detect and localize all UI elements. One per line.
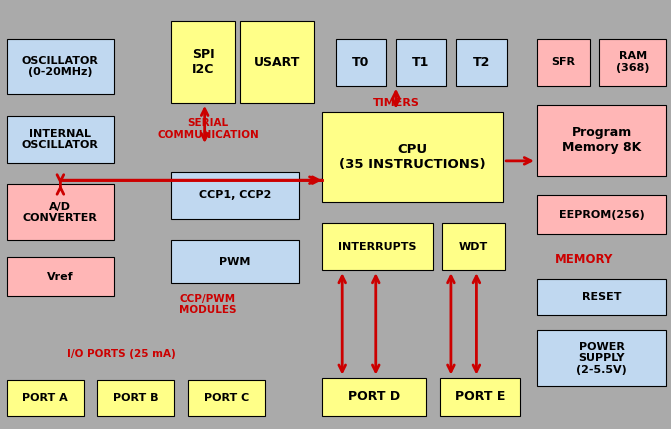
Text: PWM: PWM xyxy=(219,257,250,267)
FancyBboxPatch shape xyxy=(240,21,314,103)
FancyBboxPatch shape xyxy=(537,195,666,234)
FancyBboxPatch shape xyxy=(336,39,386,86)
Text: T2: T2 xyxy=(473,56,490,69)
Text: SFR: SFR xyxy=(552,57,576,67)
FancyBboxPatch shape xyxy=(7,257,114,296)
FancyBboxPatch shape xyxy=(456,39,507,86)
FancyBboxPatch shape xyxy=(171,240,299,283)
Text: INTERNAL
OSCILLATOR: INTERNAL OSCILLATOR xyxy=(22,129,99,150)
Text: OSCILLATOR
(0-20MHz): OSCILLATOR (0-20MHz) xyxy=(22,56,99,77)
FancyBboxPatch shape xyxy=(7,380,84,416)
Text: EEPROM(256): EEPROM(256) xyxy=(559,209,644,220)
FancyBboxPatch shape xyxy=(537,39,590,86)
Text: Vref: Vref xyxy=(47,272,74,282)
FancyBboxPatch shape xyxy=(171,172,299,219)
FancyBboxPatch shape xyxy=(440,378,520,416)
FancyBboxPatch shape xyxy=(171,21,235,103)
FancyBboxPatch shape xyxy=(322,112,503,202)
Text: A/D
CONVERTER: A/D CONVERTER xyxy=(23,202,98,223)
FancyBboxPatch shape xyxy=(97,380,174,416)
FancyBboxPatch shape xyxy=(322,378,426,416)
Text: I/O PORTS (25 mA): I/O PORTS (25 mA) xyxy=(67,349,176,359)
FancyBboxPatch shape xyxy=(188,380,265,416)
Text: CCP1, CCP2: CCP1, CCP2 xyxy=(199,190,271,200)
FancyBboxPatch shape xyxy=(442,223,505,270)
FancyBboxPatch shape xyxy=(7,184,114,240)
Text: WDT: WDT xyxy=(459,242,488,252)
FancyBboxPatch shape xyxy=(396,39,446,86)
Text: T1: T1 xyxy=(413,56,429,69)
Text: T0: T0 xyxy=(352,56,369,69)
Text: Program
Memory 8K: Program Memory 8K xyxy=(562,127,641,154)
FancyBboxPatch shape xyxy=(7,116,114,163)
FancyBboxPatch shape xyxy=(7,39,114,94)
FancyBboxPatch shape xyxy=(537,105,666,176)
Text: INTERRUPTS: INTERRUPTS xyxy=(338,242,417,252)
Text: PORT A: PORT A xyxy=(22,393,68,403)
FancyBboxPatch shape xyxy=(537,279,666,315)
Text: POWER
SUPPLY
(2-5.5V): POWER SUPPLY (2-5.5V) xyxy=(576,341,627,375)
FancyBboxPatch shape xyxy=(322,223,433,270)
Text: TIMERS: TIMERS xyxy=(372,98,419,108)
Text: CPU
(35 INSTRUCTIONS): CPU (35 INSTRUCTIONS) xyxy=(340,142,486,171)
Text: RESET: RESET xyxy=(582,292,621,302)
Text: RAM
(368): RAM (368) xyxy=(616,51,650,73)
Text: PORT E: PORT E xyxy=(454,390,505,403)
FancyBboxPatch shape xyxy=(537,330,666,386)
FancyBboxPatch shape xyxy=(599,39,666,86)
Text: PORT D: PORT D xyxy=(348,390,400,403)
Text: PORT C: PORT C xyxy=(204,393,249,403)
Text: CCP/PWM
MODULES: CCP/PWM MODULES xyxy=(179,294,237,315)
Text: MEMORY: MEMORY xyxy=(555,253,613,266)
Text: SPI
I2C: SPI I2C xyxy=(192,48,214,76)
Text: SERIAL
COMMUNICATION: SERIAL COMMUNICATION xyxy=(157,118,259,139)
Text: PORT B: PORT B xyxy=(113,393,158,403)
Text: USART: USART xyxy=(254,56,301,69)
